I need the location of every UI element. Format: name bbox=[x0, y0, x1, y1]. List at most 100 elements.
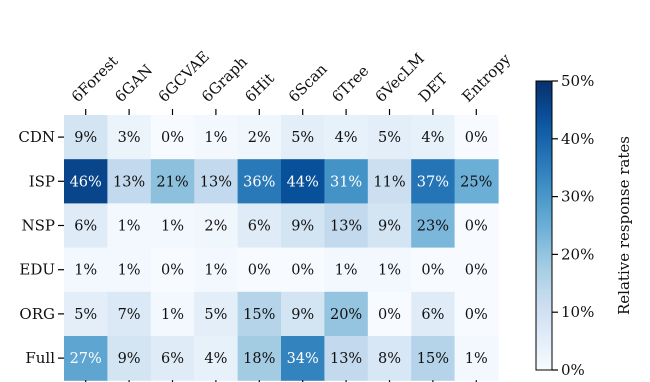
cell-value-label: 9% bbox=[291, 307, 314, 323]
heatmap-cell bbox=[324, 336, 369, 381]
heatmap-cell bbox=[64, 247, 108, 293]
cell-value-label: 0% bbox=[378, 307, 401, 323]
cell-value-label: 23% bbox=[417, 219, 449, 235]
cell-value-label: 25% bbox=[460, 174, 492, 190]
row-label: Full bbox=[25, 349, 55, 367]
heatmap-cell-labels: 9% 3% 0% 1% 2% 5% 4% 5% 4% 0% 46% 13% 21% 13% 36% 44% 31… bbox=[70, 130, 493, 367]
cell-value-label: 20% bbox=[330, 307, 362, 323]
cell-value-label: 6% bbox=[161, 351, 184, 367]
colorbar: 0% 10% 20% 30% 40% 50% Relative response rates bbox=[535, 72, 633, 379]
heatmap-cell bbox=[367, 247, 412, 293]
heatmap-cell bbox=[107, 115, 152, 160]
heatmap-cell bbox=[194, 291, 239, 337]
cell-value-label: 13% bbox=[330, 351, 362, 367]
row-label: EDU bbox=[19, 261, 55, 279]
heatmap-cell bbox=[237, 291, 282, 337]
row-label: CDN bbox=[18, 128, 55, 146]
column-label: Entropy bbox=[458, 50, 514, 106]
heatmap-cell bbox=[324, 203, 369, 249]
heatmap-cell bbox=[237, 159, 282, 204]
colorbar-tick-label: 0% bbox=[561, 361, 585, 379]
cell-value-label: 27% bbox=[70, 351, 102, 367]
heatmap-cell bbox=[281, 115, 325, 160]
cell-value-label: 6% bbox=[74, 219, 97, 235]
cell-value-label: 0% bbox=[248, 263, 271, 279]
row-label: NSP bbox=[22, 217, 56, 235]
heatmap-cell bbox=[237, 247, 282, 293]
cell-value-label: 9% bbox=[74, 130, 97, 146]
cell-value-label: 15% bbox=[243, 307, 275, 323]
cell-value-label: 1% bbox=[204, 263, 227, 279]
cell-value-label: 2% bbox=[248, 130, 271, 146]
cell-value-label: 9% bbox=[291, 219, 314, 235]
heatmap-cell bbox=[324, 159, 369, 204]
heatmap-cell bbox=[281, 159, 325, 204]
cell-value-label: 7% bbox=[118, 307, 141, 323]
cell-value-label: 0% bbox=[421, 263, 444, 279]
cell-value-label: 1% bbox=[118, 219, 141, 235]
colorbar-tick-label: 20% bbox=[561, 245, 594, 263]
cell-value-label: 18% bbox=[243, 351, 275, 367]
heatmap-cell bbox=[150, 159, 195, 204]
cell-value-label: 0% bbox=[291, 263, 314, 279]
heatmap-cell bbox=[454, 247, 499, 293]
cell-value-label: 31% bbox=[330, 174, 362, 190]
heatmap-cell bbox=[411, 336, 456, 381]
heatmap-cell bbox=[454, 159, 499, 204]
heatmap-cell bbox=[194, 247, 239, 293]
cell-value-label: 21% bbox=[156, 174, 188, 190]
column-label: 6Scan bbox=[285, 60, 331, 106]
heatmap-cell bbox=[107, 336, 152, 381]
heatmap-cell bbox=[281, 247, 325, 293]
cell-value-label: 5% bbox=[378, 130, 401, 146]
heatmap-cell bbox=[367, 115, 412, 160]
cell-value-label: 44% bbox=[287, 174, 319, 190]
cell-value-label: 6% bbox=[248, 219, 271, 235]
heatmap-cell bbox=[150, 115, 195, 160]
heatmap-cell bbox=[411, 247, 456, 293]
heatmap-cell bbox=[281, 203, 325, 249]
cell-value-label: 4% bbox=[204, 351, 227, 367]
heatmap-cell bbox=[64, 115, 108, 160]
cell-value-label: 8% bbox=[378, 351, 401, 367]
heatmap-cell bbox=[411, 159, 456, 204]
colorbar-gradient bbox=[535, 80, 553, 371]
cell-value-label: 4% bbox=[335, 130, 358, 146]
cell-value-label: 9% bbox=[378, 219, 401, 235]
heatmap-cell bbox=[150, 203, 195, 249]
heatmap-cell bbox=[107, 291, 152, 337]
heatmap-cell bbox=[411, 115, 456, 160]
heatmap-cell bbox=[194, 203, 239, 249]
cell-value-label: 13% bbox=[330, 219, 362, 235]
heatmap-cell bbox=[107, 247, 152, 293]
cell-value-label: 0% bbox=[161, 130, 184, 146]
heatmap-cell bbox=[64, 159, 108, 204]
heatmap-cell bbox=[367, 159, 412, 204]
heatmap-cell bbox=[194, 115, 239, 160]
heatmap-cell bbox=[237, 336, 282, 381]
row-tick-labels: CDN ISP NSP EDU ORG Full bbox=[18, 128, 64, 367]
heatmap-cell bbox=[64, 336, 108, 381]
heatmap-cell bbox=[150, 336, 195, 381]
heatmap-cell bbox=[367, 203, 412, 249]
cell-value-label: 46% bbox=[70, 174, 102, 190]
heatmap-cell bbox=[324, 247, 369, 293]
cell-value-label: 15% bbox=[417, 351, 449, 367]
heatmap-cell bbox=[281, 336, 325, 381]
heatmap-cell bbox=[107, 159, 152, 204]
cell-value-label: 1% bbox=[161, 219, 184, 235]
heatmap-cell bbox=[367, 291, 412, 337]
heatmap-cell bbox=[324, 291, 369, 337]
cell-value-label: 36% bbox=[243, 174, 275, 190]
column-label: 6Hit bbox=[241, 69, 277, 105]
heatmap-cell bbox=[64, 203, 108, 249]
column-label: 6Forest bbox=[68, 52, 122, 106]
cell-value-label: 0% bbox=[161, 263, 184, 279]
heatmap-cell bbox=[150, 291, 195, 337]
colorbar-tick-label: 30% bbox=[561, 188, 594, 206]
row-label: ORG bbox=[19, 305, 55, 323]
cell-value-label: 0% bbox=[465, 307, 488, 323]
colorbar-tick-label: 10% bbox=[561, 303, 594, 321]
cell-value-label: 6% bbox=[421, 307, 444, 323]
cell-value-label: 1% bbox=[74, 263, 97, 279]
